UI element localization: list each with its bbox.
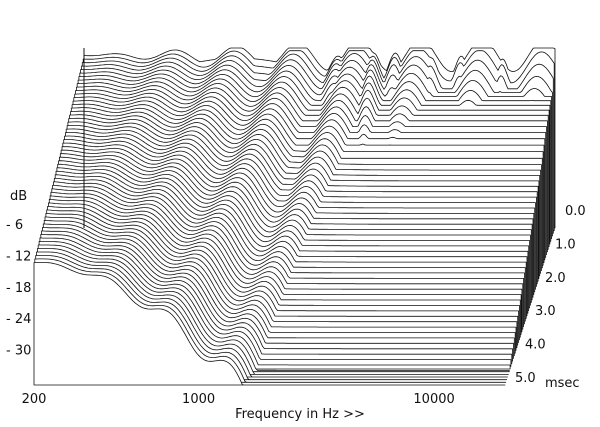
y-tick-label-4: - 30: [6, 344, 31, 359]
y-tick-label-2: - 18: [6, 281, 31, 296]
decay-slice-59: [33, 262, 506, 386]
time-tick-label-2: 2.0: [545, 271, 566, 286]
time-axis-unit-label: msec: [545, 376, 580, 391]
time-tick-label-4: 4.0: [525, 338, 546, 353]
time-tick-label-1: 1.0: [555, 237, 576, 252]
y-tick-label-0: - 6: [6, 218, 23, 233]
waterfall-slices: [33, 47, 556, 386]
y-axis-label: dB: [10, 189, 27, 204]
x-tick-label-1: 1000: [182, 392, 215, 407]
time-tick-label-0: 0.0: [565, 204, 586, 219]
y-tick-label-1: - 12: [6, 249, 31, 264]
x-tick-label-2: 10000: [413, 392, 454, 407]
x-axis-label: Frequency in Hz >>: [235, 407, 365, 422]
time-tick-label-3: 3.0: [535, 304, 556, 319]
time-tick-label-5: 5.0: [515, 371, 536, 386]
y-tick-label-3: - 24: [6, 312, 31, 327]
x-tick-label-0: 200: [22, 392, 47, 407]
axis-labels: dB Frequency in Hz >> msec 200 1000 10000 -…: [6, 189, 586, 422]
